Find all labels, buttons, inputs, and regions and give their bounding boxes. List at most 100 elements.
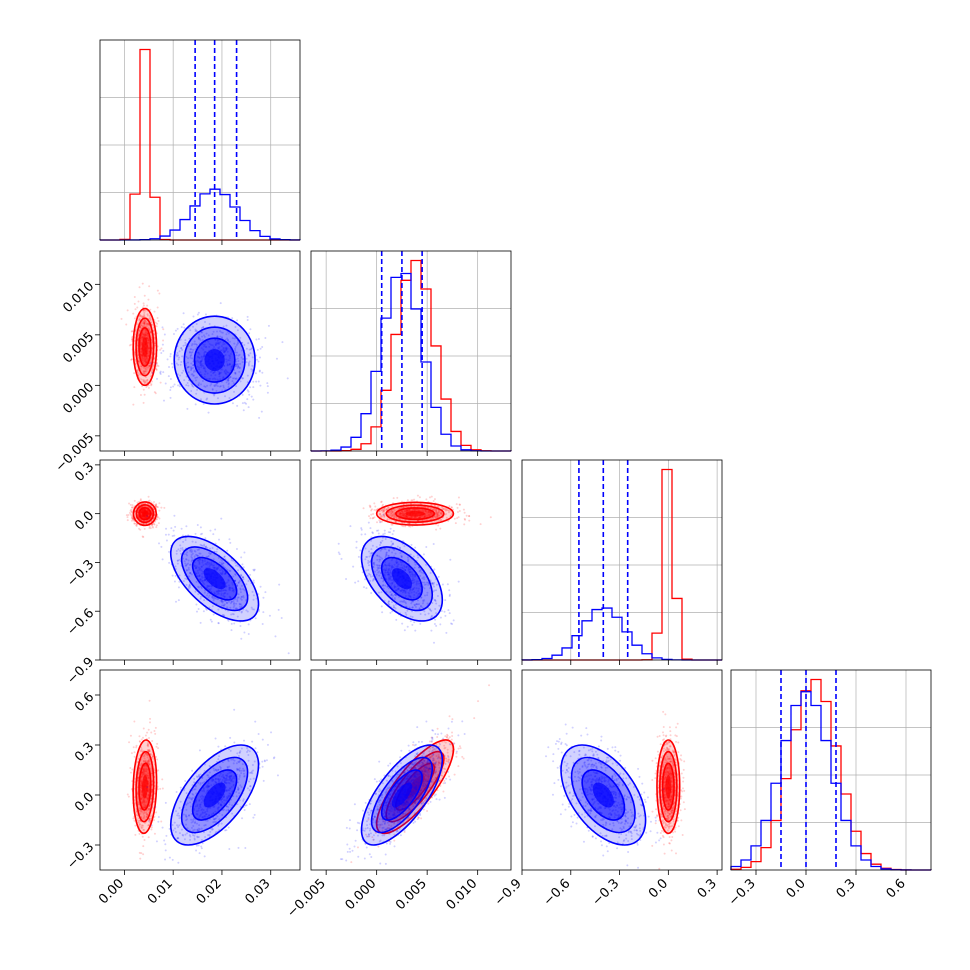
scatter-point [402, 567, 405, 570]
scatter-point [234, 573, 237, 576]
scatter-point [199, 621, 202, 624]
scatter-point [153, 832, 156, 835]
scatter-point [180, 527, 183, 530]
scatter-point [227, 584, 230, 587]
scatter-point [411, 575, 414, 578]
scatter-point [468, 515, 471, 518]
scatter-point [367, 559, 370, 562]
scatter-point [139, 512, 142, 515]
scatter-point [387, 572, 390, 575]
scatter-point [213, 564, 216, 567]
scatter-point [147, 782, 150, 785]
scatter-point [189, 354, 192, 357]
scatter-point [246, 389, 249, 392]
scatter-point [434, 516, 437, 519]
scatter-point [229, 588, 232, 591]
scatter-point [147, 354, 150, 357]
scatter-point [231, 337, 234, 340]
scatter-point [144, 516, 147, 519]
scatter-point [234, 607, 237, 610]
scatter-point [251, 590, 254, 593]
scatter-point [278, 583, 281, 586]
scatter-point [362, 507, 365, 510]
scatter-point [151, 739, 154, 742]
scatter-point [142, 771, 145, 774]
scatter-point [372, 517, 375, 520]
scatter-point [228, 340, 231, 343]
scatter-point [242, 377, 245, 380]
scatter-point [150, 772, 153, 775]
scatter-point [413, 498, 416, 501]
scatter-point [379, 567, 382, 570]
scatter-point [138, 735, 141, 738]
scatter-point [412, 588, 415, 591]
scatter-point [150, 731, 153, 734]
scatter-point [151, 380, 154, 383]
scatter-point [398, 546, 401, 549]
scatter-point [227, 359, 230, 362]
scatter-point [360, 527, 363, 530]
scatter-point [249, 573, 252, 576]
scatter-point [152, 364, 155, 367]
scatter-point [145, 336, 148, 339]
scatter-point [394, 603, 397, 606]
scatter-point [437, 575, 440, 578]
scatter-point [146, 515, 149, 518]
scatter-point [228, 595, 231, 598]
scatter-point [134, 833, 137, 836]
scatter-point [378, 560, 381, 563]
scatter-point [393, 598, 396, 601]
scatter-point [146, 774, 149, 777]
density-fill [142, 510, 148, 517]
scatter-point [139, 326, 142, 329]
scatter-point [147, 337, 150, 340]
scatter-point [201, 560, 204, 563]
scatter-point [215, 590, 218, 593]
scatter-point [159, 381, 162, 384]
scatter-point [236, 319, 239, 322]
scatter-point [143, 322, 146, 325]
scatter-point [409, 568, 412, 571]
scatter-point [187, 559, 190, 562]
scatter-point [147, 774, 150, 777]
scatter-point [148, 513, 151, 516]
scatter-point [243, 589, 246, 592]
scatter-point [404, 595, 407, 598]
scatter-point [390, 565, 393, 568]
scatter-point [395, 560, 398, 563]
scatter-point [205, 555, 208, 558]
scatter-point [148, 763, 151, 766]
scatter-point [203, 543, 206, 546]
scatter-point [378, 519, 381, 522]
scatter-point [125, 323, 128, 326]
scatter-point [210, 561, 213, 564]
scatter-point [405, 515, 408, 518]
scatter-point [229, 602, 232, 605]
scatter-point [388, 510, 391, 513]
scatter-point [161, 778, 164, 781]
scatter-point [202, 355, 205, 358]
scatter-point [387, 511, 390, 514]
scatter-point [239, 362, 242, 365]
scatter-point [440, 512, 443, 515]
scatter-point [394, 593, 397, 596]
scatter-point [381, 611, 384, 614]
scatter-point [389, 527, 392, 530]
scatter-point [208, 345, 211, 348]
scatter-point [143, 753, 146, 756]
scatter-point [133, 353, 136, 356]
scatter-point [383, 568, 386, 571]
scatter-point [411, 600, 414, 603]
scatter-point [413, 604, 416, 607]
scatter-point [189, 369, 192, 372]
scatter-point [135, 813, 138, 816]
scatter-point [139, 351, 142, 354]
scatter-point [228, 588, 231, 591]
scatter-point [370, 591, 373, 594]
scatter-point [147, 772, 150, 775]
scatter-point [400, 588, 403, 591]
scatter-point [133, 302, 136, 305]
scatter-point [175, 362, 178, 365]
scatter-point [200, 585, 203, 588]
scatter-point [153, 513, 156, 516]
